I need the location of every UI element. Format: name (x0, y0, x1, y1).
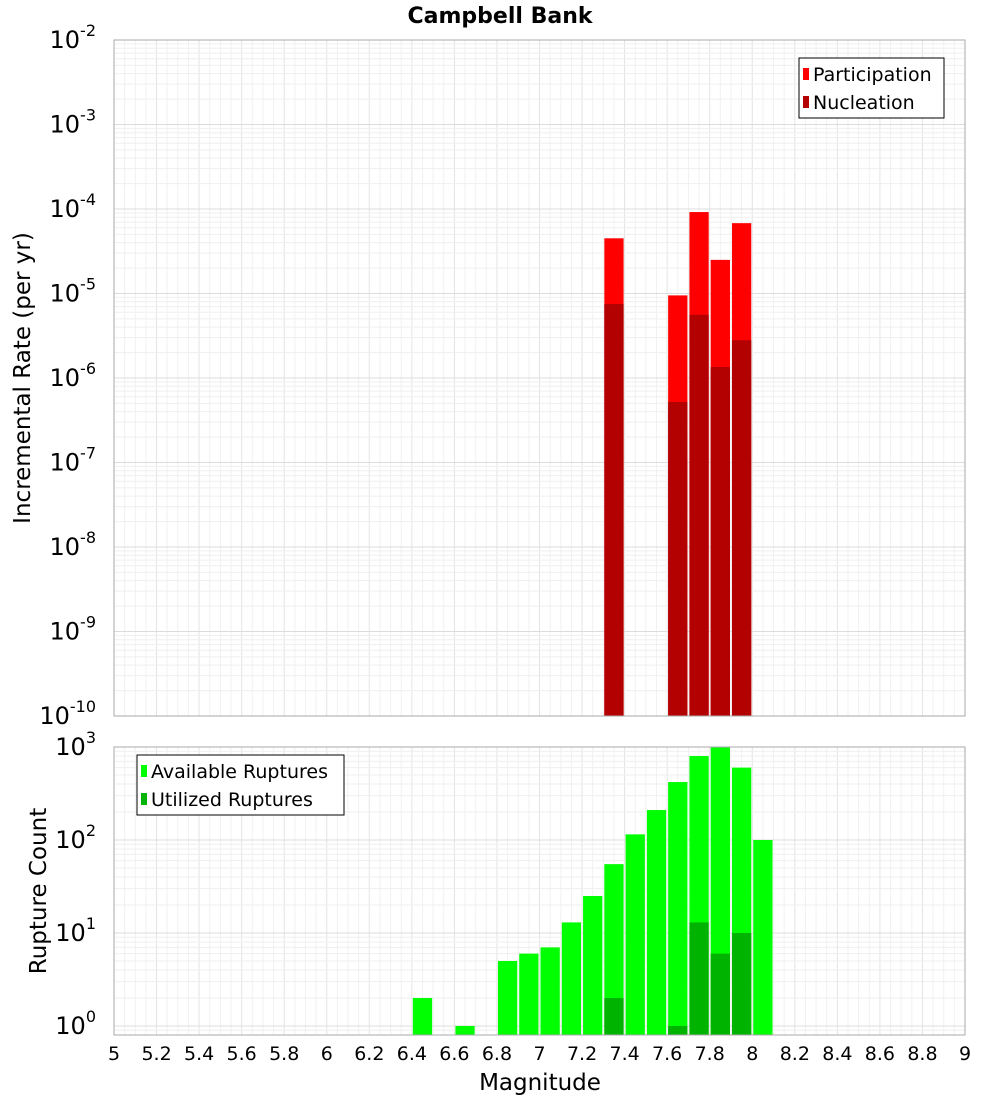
x-tick-label: 6.4 (397, 1043, 427, 1065)
participation-rate-panel: 10-2 10-3 10-4 10-5 10-6 10-7 10-8 10-9 10-10 In… (10, 21, 966, 730)
bottom-legend-label: Available Ruptures (151, 761, 328, 783)
bottom-y-axis-label: Rupture Count (26, 808, 52, 974)
bottom-bar-available-ruptures (540, 947, 560, 1035)
bottom-y-tick-label: 102 (55, 821, 96, 854)
top-legend: Participation Nucleation (798, 57, 945, 119)
x-axis-ticks: 5 5.2 5.4 5.6 5.8 6 6.2 6.4 6.6 6.8 7 7.2 7.4 7.6 7.8 8… (108, 1043, 971, 1065)
bottom-bar-available-ruptures (646, 810, 667, 1035)
top-y-tick-label: 10-10 (39, 697, 96, 730)
top-panel-gridlines (113, 39, 966, 717)
bottom-bar-utilized-ruptures (604, 997, 624, 1035)
top-bar-nucleation (604, 304, 624, 716)
bottom-bar-available-ruptures (455, 1025, 475, 1035)
x-tick-label: 7 (533, 1043, 545, 1065)
top-legend-swatch (803, 68, 809, 80)
bottom-bar-utilized-ruptures (689, 922, 709, 1035)
bottom-legend-label: Utilized Ruptures (151, 789, 313, 811)
bottom-panel-y-ticks: 103 102 101 100 (55, 728, 96, 1040)
bottom-bar-available-ruptures (519, 953, 539, 1035)
top-y-axis-label: Incremental Rate (per yr) (10, 232, 36, 524)
x-tick-label: 5 (108, 1043, 120, 1065)
x-tick-label: 5.6 (227, 1043, 257, 1065)
bottom-bar-available-ruptures (497, 960, 518, 1035)
x-tick-label: 6.2 (354, 1043, 384, 1065)
top-y-tick-label: 10-2 (50, 21, 97, 54)
x-tick-label: 6.6 (439, 1043, 469, 1065)
top-bar-nucleation (668, 401, 688, 716)
x-tick-label: 7.2 (567, 1043, 597, 1065)
x-tick-label: 8.6 (865, 1043, 895, 1065)
x-tick-label: 5.8 (269, 1043, 299, 1065)
top-panel-bars (604, 212, 752, 717)
x-tick-label: 8.8 (907, 1043, 937, 1065)
x-tick-label: 9 (959, 1043, 971, 1065)
x-tick-label: 7.6 (652, 1043, 682, 1065)
x-tick-label: 5.4 (184, 1043, 214, 1065)
x-tick-label: 6.8 (482, 1043, 512, 1065)
bottom-legend: Available Ruptures Utilized Ruptures (136, 754, 345, 816)
top-bar-nucleation (731, 340, 752, 716)
bottom-legend-swatch (141, 793, 147, 805)
bottom-y-tick-label: 101 (55, 914, 96, 947)
bottom-bar-utilized-ruptures (731, 932, 752, 1035)
bottom-y-tick-label: 100 (55, 1007, 96, 1040)
x-tick-label: 8 (746, 1043, 758, 1065)
x-tick-label: 6 (321, 1043, 333, 1065)
top-bar-nucleation (710, 366, 730, 716)
top-legend-box (798, 57, 945, 119)
bottom-bar-utilized-ruptures (668, 1025, 688, 1035)
top-legend-label: Nucleation (813, 92, 915, 114)
top-legend-label: Participation (813, 64, 932, 86)
x-tick-label: 7.8 (695, 1043, 725, 1065)
x-tick-label: 8.4 (822, 1043, 852, 1065)
x-tick-label: 7.4 (609, 1043, 639, 1065)
top-plot-frame (113, 39, 966, 717)
top-legend-swatch (803, 96, 809, 108)
bottom-bar-utilized-ruptures (710, 953, 730, 1035)
bottom-legend-swatch (141, 765, 147, 777)
bottom-bar-available-ruptures (753, 839, 773, 1035)
top-y-tick-label: 10-8 (50, 528, 97, 561)
bottom-bar-available-ruptures (561, 922, 582, 1035)
bottom-bar-available-ruptures (412, 997, 433, 1035)
rupture-count-panel: 103 102 101 100 Rupture Count Available Rup… (26, 728, 966, 1040)
top-y-tick-label: 10-4 (50, 190, 97, 223)
top-panel-y-ticks: 10-2 10-3 10-4 10-5 10-6 10-7 10-8 10-9 10-10 (39, 21, 96, 730)
x-tick-label: 5.2 (141, 1043, 171, 1065)
bottom-bar-available-ruptures (625, 834, 645, 1035)
x-tick-label: 8.2 (780, 1043, 810, 1065)
bottom-bar-available-ruptures (583, 895, 603, 1035)
top-y-tick-label: 10-9 (50, 613, 97, 646)
top-y-tick-label: 10-3 (50, 106, 97, 139)
top-bar-nucleation (689, 314, 709, 716)
bottom-legend-box (136, 754, 345, 816)
top-y-tick-label: 10-5 (50, 275, 97, 308)
top-y-tick-label: 10-7 (50, 444, 97, 477)
bottom-panel-bars (412, 747, 773, 1035)
bottom-bar-available-ruptures (604, 864, 624, 1035)
top-y-tick-label: 10-6 (50, 359, 97, 392)
bottom-bar-available-ruptures (668, 782, 688, 1035)
chart-title: Campbell Bank (408, 4, 594, 29)
x-axis-label: Magnitude (479, 1070, 601, 1096)
bottom-plot-frame (113, 746, 966, 1036)
bottom-y-tick-label: 103 (55, 728, 96, 761)
